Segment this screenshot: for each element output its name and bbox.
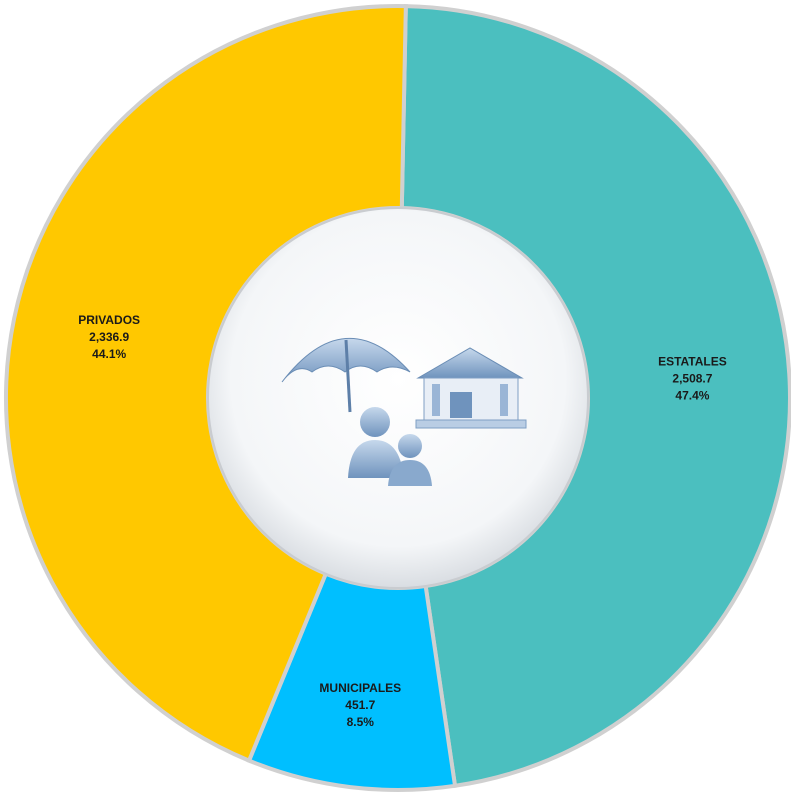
umbrella-handle bbox=[344, 339, 352, 413]
value-label: 2,508.7 bbox=[672, 372, 712, 386]
column bbox=[500, 384, 508, 416]
category-label: MUNICIPALES bbox=[319, 681, 401, 695]
percent-label: 44.1% bbox=[92, 347, 126, 361]
value-label: 2,336.9 bbox=[89, 330, 129, 344]
person-head bbox=[360, 407, 390, 437]
slices bbox=[4, 4, 791, 792]
building-base bbox=[415, 419, 527, 429]
center-icon bbox=[281, 338, 527, 486]
labels: ESTATALES 2,508.7 47.4% MUNICIPALES 451.7 8.5… bbox=[78, 313, 726, 729]
person-body bbox=[388, 460, 432, 486]
percent-label: 8.5% bbox=[347, 715, 375, 729]
category-label: PRIVADOS bbox=[78, 313, 140, 327]
person-body bbox=[348, 440, 404, 478]
door bbox=[450, 392, 472, 418]
person-head bbox=[398, 434, 422, 458]
category-label: ESTATALES bbox=[658, 355, 727, 369]
value-label: 451.7 bbox=[345, 698, 375, 712]
column bbox=[432, 384, 440, 416]
donut-hole bbox=[207, 207, 589, 589]
percent-label: 47.4% bbox=[675, 389, 709, 403]
